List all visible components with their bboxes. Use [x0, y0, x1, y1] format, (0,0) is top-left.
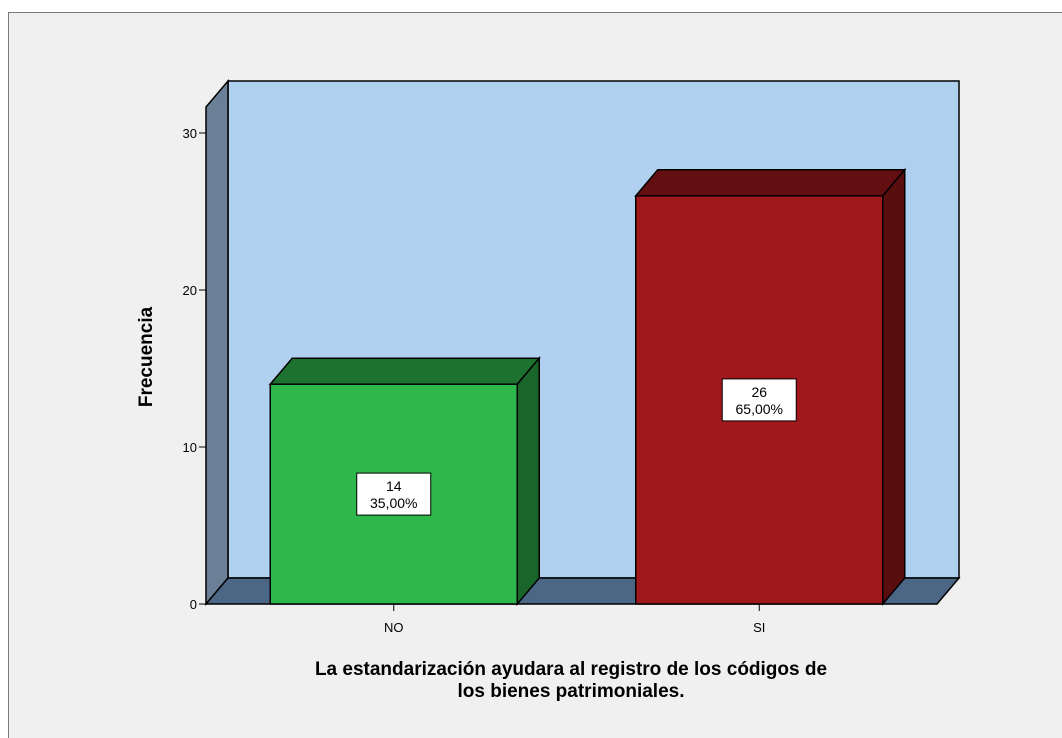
x-tick-label: SI [753, 620, 765, 635]
bar-side-face [882, 167, 906, 607]
data-label-box [721, 378, 797, 422]
y-axis-title: Frecuencia [136, 306, 157, 407]
data-label-count: 26 [751, 384, 767, 400]
y-axis: 0 10 20 30 [183, 126, 206, 612]
bar-side-face [516, 356, 540, 607]
data-label-box [356, 472, 432, 516]
bar-top-face [634, 169, 907, 197]
bar-top-face [268, 357, 541, 385]
y-tick-label: 20 [183, 283, 197, 298]
x-axis-categories: NO SI [384, 604, 765, 635]
data-label-count: 14 [386, 478, 402, 494]
y-tick-label: 30 [183, 126, 197, 141]
y-tick-label: 10 [183, 440, 197, 455]
x-axis-title-line-1: La estandarización ayudara al registro d… [315, 659, 827, 680]
x-tick-label: NO [384, 620, 404, 635]
data-label-percent: 35,00% [370, 495, 417, 511]
y-tick-label: 0 [190, 597, 197, 612]
data-label-percent: 65,00% [736, 401, 783, 417]
side-wall [205, 78, 229, 607]
x-axis-title-line-2: los bienes patrimoniales. [457, 681, 684, 702]
